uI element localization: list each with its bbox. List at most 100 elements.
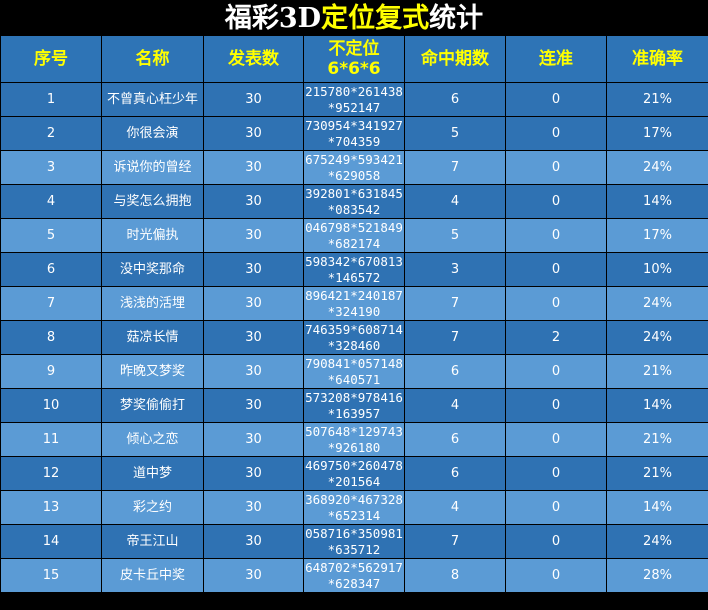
row-count: 30 [203,388,304,423]
row-streak: 0 [505,422,607,457]
table-row: 15 皮卡丘中奖 30 648702*562917*628347 8 0 28% [0,558,708,593]
row-name: 你很会演 [101,116,204,151]
row-number: 15 [0,558,102,593]
row-numbers: 730954*341927*704359 [303,116,405,151]
row-rate: 21% [606,82,708,117]
row-count: 30 [203,456,304,491]
row-hits: 5 [404,116,506,151]
title-part-3: 统计 [429,3,484,34]
row-streak: 0 [505,218,607,253]
row-rate: 24% [606,150,708,185]
row-name: 菇凉长情 [101,320,204,355]
table-row: 10 梦奖偷偷打 30 573208*978416*163957 4 0 14% [0,388,708,423]
row-name: 昨晚又梦奖 [101,354,204,389]
row-rate: 17% [606,116,708,151]
row-hits: 7 [404,320,506,355]
row-hits: 6 [404,422,506,457]
row-count: 30 [203,116,304,151]
row-count: 30 [203,524,304,559]
row-rate: 14% [606,184,708,219]
row-name: 道中梦 [101,456,204,491]
row-streak: 0 [505,558,607,593]
row-rate: 28% [606,558,708,593]
row-rate: 21% [606,456,708,491]
title-part-1: 福彩3D [224,3,322,34]
table-row: 8 菇凉长情 30 746359*608714*328460 7 2 24% [0,320,708,355]
table-row: 13 彩之约 30 368920*467328*652314 4 0 14% [0,490,708,525]
row-numbers: 392801*631845*083542 [303,184,405,219]
row-hits: 7 [404,150,506,185]
header-row: 序号 名称 发表数 不定位 6*6*6 命中期数 连准 准确率 [0,35,708,83]
row-streak: 0 [505,388,607,423]
row-number: 4 [0,184,102,219]
row-count: 30 [203,252,304,287]
header-no: 序号 [0,35,102,83]
row-hits: 8 [404,558,506,593]
row-streak: 0 [505,524,607,559]
header-count: 发表数 [203,35,304,83]
row-name: 倾心之恋 [101,422,204,457]
row-numbers: 058716*350981*635712 [303,524,405,559]
row-streak: 0 [505,82,607,117]
row-rate: 21% [606,354,708,389]
row-count: 30 [203,184,304,219]
row-numbers: 896421*240187*324190 [303,286,405,321]
row-count: 30 [203,218,304,253]
row-hits: 4 [404,490,506,525]
header-hits: 命中期数 [404,35,506,83]
row-rate: 17% [606,218,708,253]
row-hits: 6 [404,354,506,389]
row-rate: 24% [606,286,708,321]
row-number: 12 [0,456,102,491]
table-row: 6 没中奖那命 30 598342*670813*146572 3 0 10% [0,252,708,287]
row-streak: 0 [505,150,607,185]
row-count: 30 [203,422,304,457]
row-numbers: 368920*467328*652314 [303,490,405,525]
row-number: 11 [0,422,102,457]
row-hits: 5 [404,218,506,253]
table-row: 9 昨晚又梦奖 30 790841*057148*640571 6 0 21% [0,354,708,389]
row-numbers: 598342*670813*146572 [303,252,405,287]
row-numbers: 507648*129743*926180 [303,422,405,457]
row-number: 8 [0,320,102,355]
row-streak: 2 [505,320,607,355]
row-numbers: 790841*057148*640571 [303,354,405,389]
row-rate: 10% [606,252,708,287]
row-hits: 7 [404,524,506,559]
row-streak: 0 [505,456,607,491]
row-numbers: 675249*593421*629058 [303,150,405,185]
row-count: 30 [203,558,304,593]
row-name: 浅浅的活埋 [101,286,204,321]
table-row: 3 诉说你的曾经 30 675249*593421*629058 7 0 24% [0,150,708,185]
row-hits: 4 [404,184,506,219]
header-numbers-label: 不定位 [328,39,380,59]
row-number: 2 [0,116,102,151]
row-numbers: 573208*978416*163957 [303,388,405,423]
row-count: 30 [203,82,304,117]
table-row: 2 你很会演 30 730954*341927*704359 5 0 17% [0,116,708,151]
row-number: 7 [0,286,102,321]
row-streak: 0 [505,354,607,389]
table-row: 11 倾心之恋 30 507648*129743*926180 6 0 21% [0,422,708,457]
row-hits: 6 [404,456,506,491]
row-numbers: 046798*521849*682174 [303,218,405,253]
row-hits: 6 [404,82,506,117]
table-row: 12 道中梦 30 469750*260478*201564 6 0 21% [0,456,708,491]
title-part-2: 定位复式 [321,3,430,34]
row-number: 13 [0,490,102,525]
row-streak: 0 [505,286,607,321]
row-rate: 14% [606,490,708,525]
row-streak: 0 [505,252,607,287]
table-row: 1 不曾真心枉少年 30 215780*261438*952147 6 0 21% [0,82,708,117]
row-name: 没中奖那命 [101,252,204,287]
row-numbers: 215780*261438*952147 [303,82,405,117]
row-rate: 14% [606,388,708,423]
header-numbers: 不定位 6*6*6 [303,35,405,83]
row-name: 帝王江山 [101,524,204,559]
row-number: 9 [0,354,102,389]
row-name: 诉说你的曾经 [101,150,204,185]
header-name: 名称 [101,35,204,83]
row-streak: 0 [505,490,607,525]
row-numbers: 469750*260478*201564 [303,456,405,491]
row-count: 30 [203,354,304,389]
